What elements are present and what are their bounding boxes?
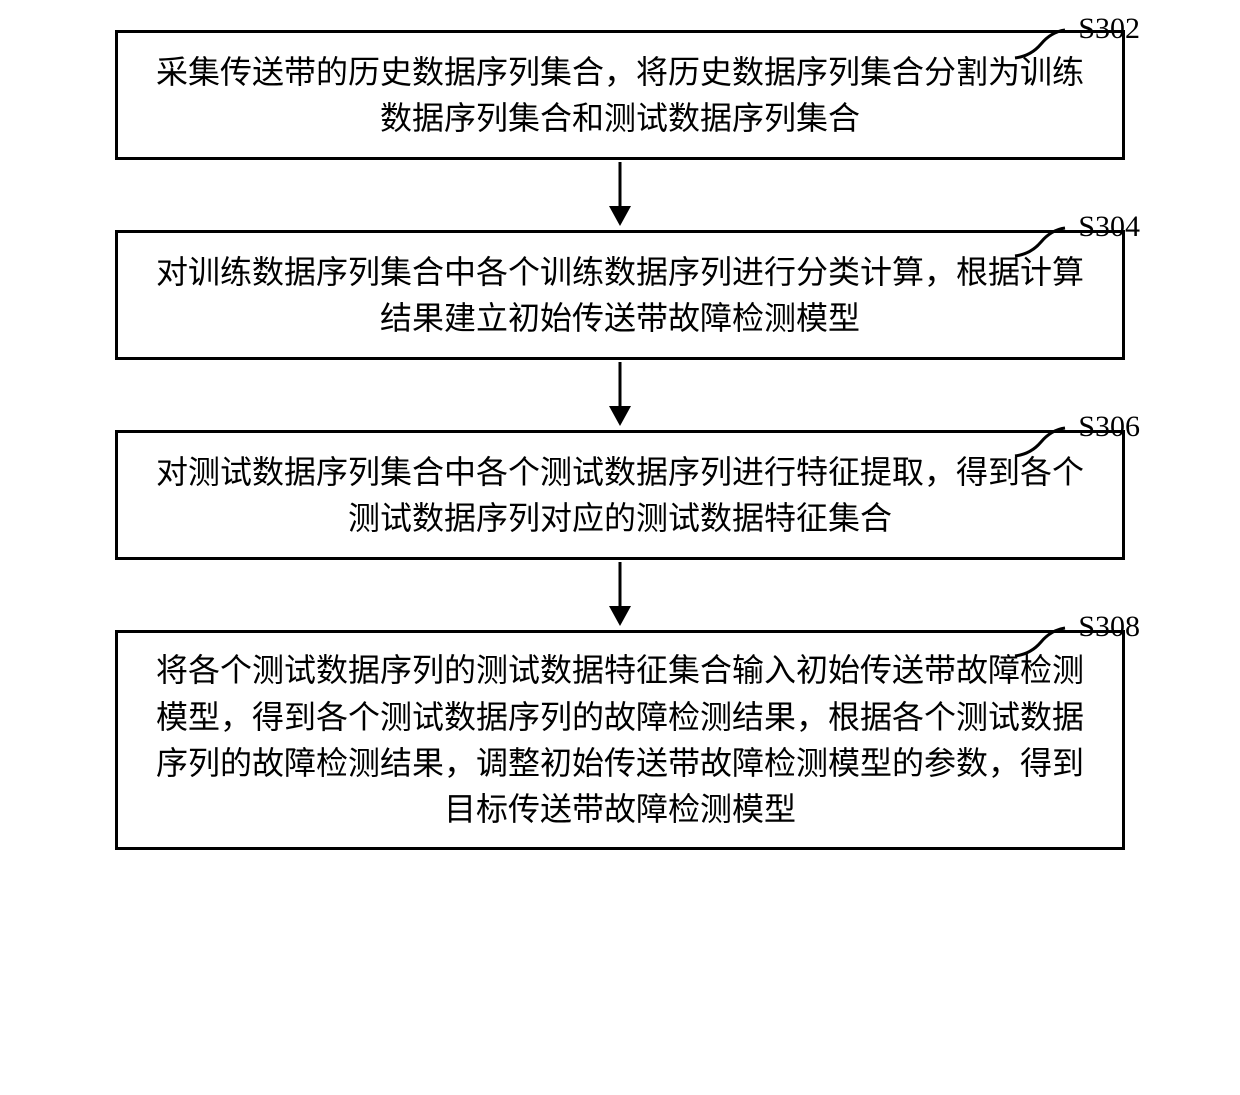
arrow-1: [605, 162, 635, 228]
step-text-1: 采集传送带的历史数据序列集合，将历史数据序列集合分割为训练数据序列集合和测试数据…: [148, 49, 1092, 142]
step-wrapper-3: S306 对测试数据序列集合中各个测试数据序列进行特征提取，得到各个测试数据序列…: [0, 430, 1240, 560]
label-curve-3: [1013, 426, 1068, 460]
step-text-2: 对训练数据序列集合中各个训练数据序列进行分类计算，根据计算结果建立初始传送带故障…: [148, 249, 1092, 342]
step-wrapper-1: S302 采集传送带的历史数据序列集合，将历史数据序列集合分割为训练数据序列集合…: [0, 30, 1240, 160]
arrow-3: [605, 562, 635, 628]
label-curve-2: [1013, 226, 1068, 260]
step-box-3: 对测试数据序列集合中各个测试数据序列进行特征提取，得到各个测试数据序列对应的测试…: [115, 430, 1125, 560]
step-text-4: 将各个测试数据序列的测试数据特征集合输入初始传送带故障检测模型，得到各个测试数据…: [148, 647, 1092, 833]
step-label-4: S308: [1078, 610, 1140, 644]
step-label-2: S304: [1078, 210, 1140, 244]
step-text-3: 对测试数据序列集合中各个测试数据序列进行特征提取，得到各个测试数据序列对应的测试…: [148, 449, 1092, 542]
step-wrapper-2: S304 对训练数据序列集合中各个训练数据序列进行分类计算，根据计算结果建立初始…: [0, 230, 1240, 360]
arrow-1-wrapper: [0, 160, 1240, 230]
step-box-1: 采集传送带的历史数据序列集合，将历史数据序列集合分割为训练数据序列集合和测试数据…: [115, 30, 1125, 160]
arrow-2-wrapper: [0, 360, 1240, 430]
arrow-3-wrapper: [0, 560, 1240, 630]
label-curve-1: [1013, 28, 1068, 62]
arrow-2: [605, 362, 635, 428]
step-box-2: 对训练数据序列集合中各个训练数据序列进行分类计算，根据计算结果建立初始传送带故障…: [115, 230, 1125, 360]
step-box-4: 将各个测试数据序列的测试数据特征集合输入初始传送带故障检测模型，得到各个测试数据…: [115, 630, 1125, 850]
step-label-3: S306: [1078, 410, 1140, 444]
step-wrapper-4: S308 将各个测试数据序列的测试数据特征集合输入初始传送带故障检测模型，得到各…: [0, 630, 1240, 850]
flowchart-container: S302 采集传送带的历史数据序列集合，将历史数据序列集合分割为训练数据序列集合…: [0, 0, 1240, 1095]
step-label-1: S302: [1078, 12, 1140, 46]
label-curve-4: [1013, 626, 1068, 660]
